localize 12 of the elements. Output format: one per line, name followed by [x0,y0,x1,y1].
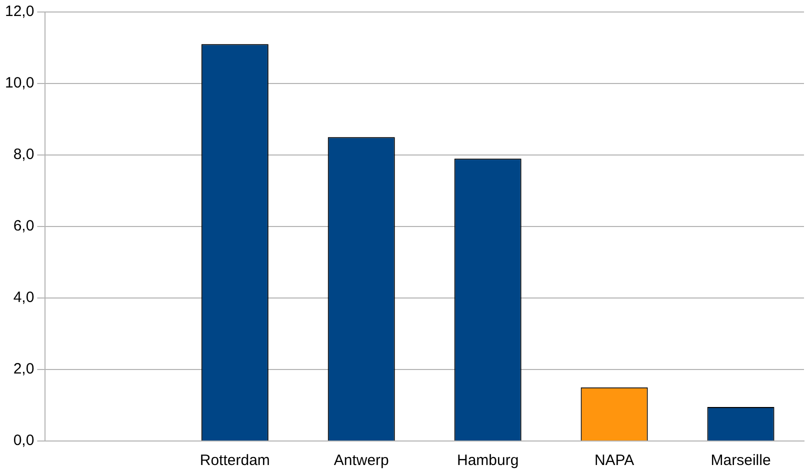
x-tick-label: Antwerp [334,452,389,470]
x-tick-label: Rotterdam [200,452,270,470]
y-tick-label: 12,0 [4,3,34,20]
y-tick-label: 8,0 [13,146,34,164]
x-tick-label: NAPA [594,452,634,470]
y-tick-label: 2,0 [13,360,34,378]
y-tick-label: 6,0 [13,218,34,235]
x-tick-label: Marseille [710,452,771,470]
y-tick-label: 0,0 [13,432,34,450]
y-tick-label: 4,0 [13,289,34,306]
x-tick-label: Hamburg [456,452,519,470]
y-tick-label: 10,0 [4,74,34,92]
